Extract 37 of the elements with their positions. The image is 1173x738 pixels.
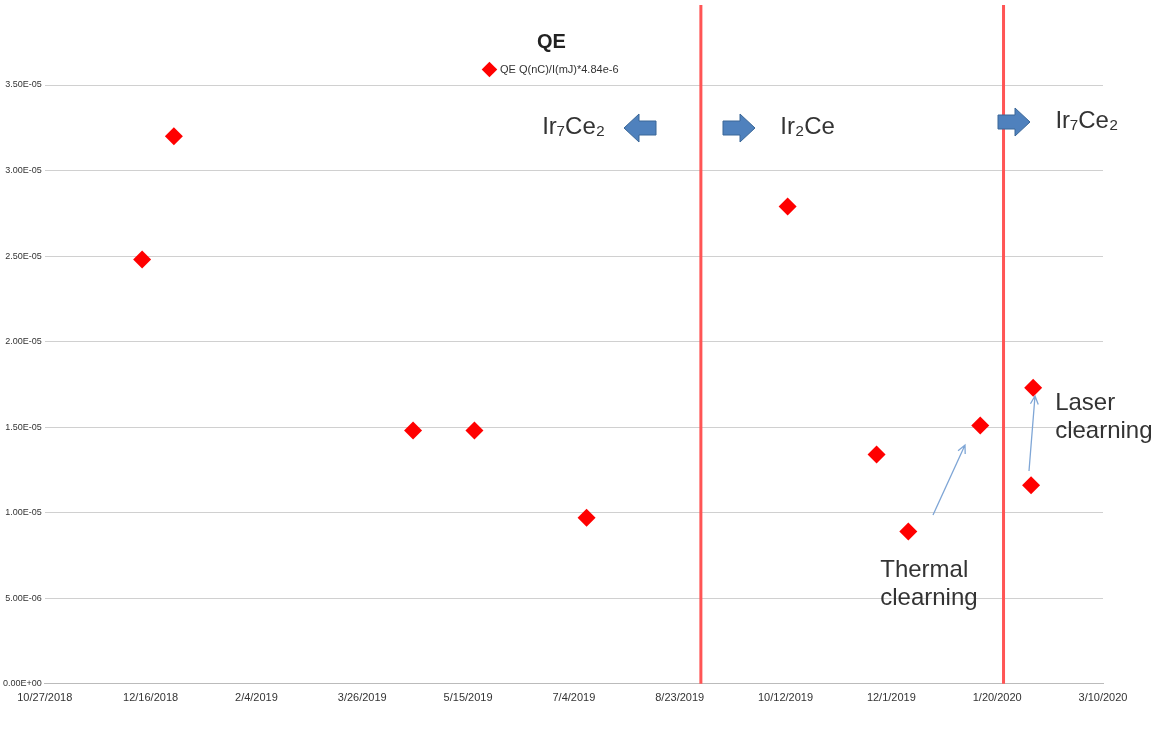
x-tick-label: 1/20/2020 xyxy=(972,691,1022,704)
y-tick-label: 2.00E-05 xyxy=(5,336,42,347)
point xyxy=(577,508,596,527)
x-tick-label: 12/1/2019 xyxy=(866,691,916,704)
y-tick-label: 0.00E+00 xyxy=(2,678,42,689)
annotation: Laser clearning xyxy=(1055,387,1154,444)
point xyxy=(404,421,423,440)
annotation: Ir₇Ce₂ xyxy=(542,111,606,140)
y-tick-label: 1.00E-05 xyxy=(5,507,42,518)
y-tick-label: 1.50E-05 xyxy=(5,421,42,432)
y-tick-label: 2.50E-05 xyxy=(5,250,42,261)
point xyxy=(164,127,183,146)
x-tick-label: 7/4/2019 xyxy=(552,691,596,704)
annotation: Ir₇Ce₂ xyxy=(1055,105,1119,134)
annotation: Thermal clearning xyxy=(880,555,979,612)
chart-title: QE xyxy=(537,29,566,52)
point xyxy=(971,416,990,435)
x-tick-label: 2/4/2019 xyxy=(235,691,278,704)
point xyxy=(133,250,152,269)
legend-label: QE Q(nC)/I(mJ)*4.84e-6 xyxy=(499,62,619,75)
point xyxy=(1024,378,1043,397)
point xyxy=(465,421,484,440)
x-tick-label: 10/12/2019 xyxy=(758,691,814,704)
x-tick-label: 3/10/2020 xyxy=(1078,691,1128,704)
x-tick-label: 5/15/2019 xyxy=(443,691,493,704)
y-tick-label: 5.00E-06 xyxy=(5,592,42,603)
x-tick-label: 12/16/2018 xyxy=(123,691,179,704)
point xyxy=(778,197,797,216)
x-tick-label: 10/27/2018 xyxy=(17,691,73,704)
annotation: Ir₂Ce xyxy=(780,111,835,140)
y-tick-label: 3.00E-05 xyxy=(5,165,42,176)
y-tick-label: 3.50E-05 xyxy=(5,79,42,90)
point xyxy=(1022,476,1041,495)
point xyxy=(899,522,918,541)
point xyxy=(867,445,886,464)
x-tick-label: 8/23/2019 xyxy=(655,691,705,704)
x-tick-label: 3/26/2019 xyxy=(337,691,387,704)
